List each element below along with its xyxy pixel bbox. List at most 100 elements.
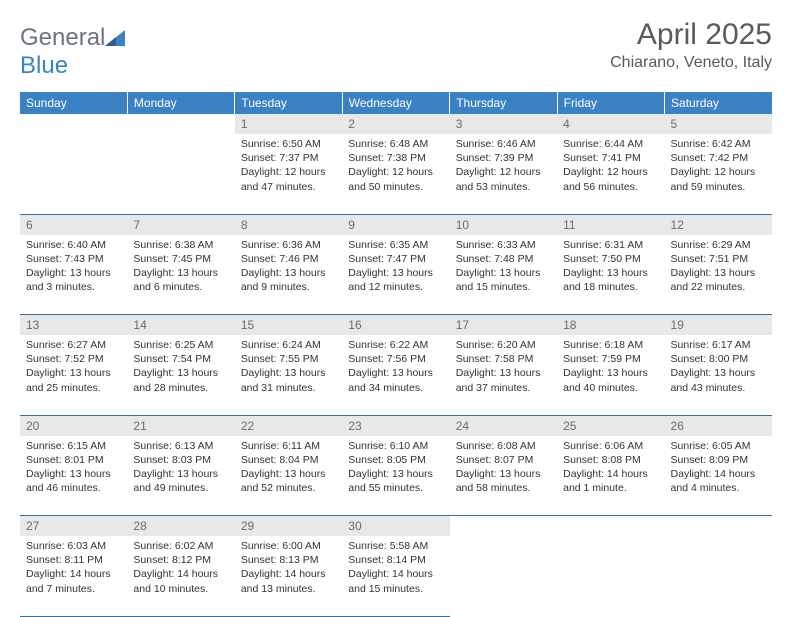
day-cell: Sunrise: 6:50 AMSunset: 7:37 PMDaylight:… [235,134,342,214]
daylight-line: Daylight: 13 hours and 3 minutes. [26,266,121,294]
sunset-line: Sunset: 8:08 PM [563,453,658,467]
logo: GeneralBlue [20,18,127,80]
sunset-line: Sunset: 7:55 PM [241,352,336,366]
day-cell: Sunrise: 6:46 AMSunset: 7:39 PMDaylight:… [450,134,557,214]
day-cell: Sunrise: 6:17 AMSunset: 8:00 PMDaylight:… [665,335,772,415]
daylight-line: Daylight: 13 hours and 37 minutes. [456,366,551,394]
sunrise-line: Sunrise: 6:38 AM [133,238,228,252]
day-number-cell: 25 [557,415,664,436]
sunset-line: Sunset: 7:37 PM [241,151,336,165]
daylight-line: Daylight: 14 hours and 7 minutes. [26,567,121,595]
sunset-line: Sunset: 7:46 PM [241,252,336,266]
sunset-line: Sunset: 7:38 PM [348,151,443,165]
day-cell-body: Sunrise: 6:15 AMSunset: 8:01 PMDaylight:… [20,436,127,502]
day-number-cell [557,516,664,537]
day-content-row: Sunrise: 6:50 AMSunset: 7:37 PMDaylight:… [20,134,772,214]
sunset-line: Sunset: 7:56 PM [348,352,443,366]
daylight-line: Daylight: 13 hours and 6 minutes. [133,266,228,294]
daylight-line: Daylight: 14 hours and 1 minute. [563,467,658,495]
day-number-cell: 9 [342,214,449,235]
sunset-line: Sunset: 7:52 PM [26,352,121,366]
day-number-cell: 28 [127,516,234,537]
day-cell-body: Sunrise: 6:50 AMSunset: 7:37 PMDaylight:… [235,134,342,200]
weekday-header: Monday [127,92,234,114]
day-number-cell: 24 [450,415,557,436]
daylight-line: Daylight: 13 hours and 49 minutes. [133,467,228,495]
day-cell-body: Sunrise: 6:24 AMSunset: 7:55 PMDaylight:… [235,335,342,401]
day-cell: Sunrise: 6:08 AMSunset: 8:07 PMDaylight:… [450,436,557,516]
day-cell-body: Sunrise: 6:44 AMSunset: 7:41 PMDaylight:… [557,134,664,200]
day-number-cell: 1 [235,114,342,134]
weekday-header-row: SundayMondayTuesdayWednesdayThursdayFrid… [20,92,772,114]
sunrise-line: Sunrise: 6:17 AM [671,338,766,352]
day-cell: Sunrise: 6:33 AMSunset: 7:48 PMDaylight:… [450,235,557,315]
daylight-line: Daylight: 13 hours and 43 minutes. [671,366,766,394]
sunrise-line: Sunrise: 6:27 AM [26,338,121,352]
day-number-cell: 5 [665,114,772,134]
day-number-cell [665,516,772,537]
daylight-line: Daylight: 12 hours and 47 minutes. [241,165,336,193]
day-number-cell: 4 [557,114,664,134]
day-number-cell: 30 [342,516,449,537]
day-cell-body: Sunrise: 6:40 AMSunset: 7:43 PMDaylight:… [20,235,127,301]
day-number-cell [20,114,127,134]
sunrise-line: Sunrise: 6:03 AM [26,539,121,553]
day-cell-body: Sunrise: 6:20 AMSunset: 7:58 PMDaylight:… [450,335,557,401]
sunrise-line: Sunrise: 6:48 AM [348,137,443,151]
day-cell: Sunrise: 6:02 AMSunset: 8:12 PMDaylight:… [127,536,234,616]
day-cell-body: Sunrise: 6:17 AMSunset: 8:00 PMDaylight:… [665,335,772,401]
sunrise-line: Sunrise: 6:08 AM [456,439,551,453]
day-number-cell [450,516,557,537]
daylight-line: Daylight: 13 hours and 12 minutes. [348,266,443,294]
sunset-line: Sunset: 7:42 PM [671,151,766,165]
location: Chiarano, Veneto, Italy [610,54,772,72]
day-cell-body: Sunrise: 6:25 AMSunset: 7:54 PMDaylight:… [127,335,234,401]
day-number-cell: 6 [20,214,127,235]
sunrise-line: Sunrise: 6:36 AM [241,238,336,252]
daylight-line: Daylight: 12 hours and 56 minutes. [563,165,658,193]
sunrise-line: Sunrise: 5:58 AM [348,539,443,553]
day-cell-body: Sunrise: 6:38 AMSunset: 7:45 PMDaylight:… [127,235,234,301]
day-cell: Sunrise: 6:10 AMSunset: 8:05 PMDaylight:… [342,436,449,516]
day-cell-body: Sunrise: 6:10 AMSunset: 8:05 PMDaylight:… [342,436,449,502]
day-cell: Sunrise: 6:44 AMSunset: 7:41 PMDaylight:… [557,134,664,214]
day-number-cell: 7 [127,214,234,235]
daylight-line: Daylight: 13 hours and 18 minutes. [563,266,658,294]
day-cell: Sunrise: 6:25 AMSunset: 7:54 PMDaylight:… [127,335,234,415]
day-cell: Sunrise: 6:29 AMSunset: 7:51 PMDaylight:… [665,235,772,315]
weekday-header: Thursday [450,92,557,114]
day-number-cell: 21 [127,415,234,436]
day-cell: Sunrise: 6:42 AMSunset: 7:42 PMDaylight:… [665,134,772,214]
sunrise-line: Sunrise: 6:00 AM [241,539,336,553]
weekday-header: Wednesday [342,92,449,114]
sunrise-line: Sunrise: 6:25 AM [133,338,228,352]
day-cell-body: Sunrise: 6:35 AMSunset: 7:47 PMDaylight:… [342,235,449,301]
month-title: April 2025 [610,18,772,52]
daylight-line: Daylight: 13 hours and 55 minutes. [348,467,443,495]
daylight-line: Daylight: 12 hours and 59 minutes. [671,165,766,193]
day-cell: Sunrise: 6:36 AMSunset: 7:46 PMDaylight:… [235,235,342,315]
sunset-line: Sunset: 7:39 PM [456,151,551,165]
weekday-header: Tuesday [235,92,342,114]
daylight-line: Daylight: 13 hours and 34 minutes. [348,366,443,394]
sunset-line: Sunset: 8:01 PM [26,453,121,467]
day-number-cell: 17 [450,315,557,336]
day-cell: Sunrise: 6:38 AMSunset: 7:45 PMDaylight:… [127,235,234,315]
day-cell: Sunrise: 5:58 AMSunset: 8:14 PMDaylight:… [342,536,449,616]
daylight-line: Daylight: 14 hours and 13 minutes. [241,567,336,595]
logo-sail-icon [103,28,127,48]
sunset-line: Sunset: 8:14 PM [348,553,443,567]
daynum-row: 6789101112 [20,214,772,235]
sunrise-line: Sunrise: 6:13 AM [133,439,228,453]
sunset-line: Sunset: 8:11 PM [26,553,121,567]
sunrise-line: Sunrise: 6:06 AM [563,439,658,453]
daylight-line: Daylight: 12 hours and 53 minutes. [456,165,551,193]
daynum-row: 20212223242526 [20,415,772,436]
day-cell: Sunrise: 6:15 AMSunset: 8:01 PMDaylight:… [20,436,127,516]
day-cell: Sunrise: 6:40 AMSunset: 7:43 PMDaylight:… [20,235,127,315]
sunset-line: Sunset: 7:54 PM [133,352,228,366]
sunrise-line: Sunrise: 6:05 AM [671,439,766,453]
daylight-line: Daylight: 13 hours and 22 minutes. [671,266,766,294]
logo-word-blue: Blue [20,52,68,79]
sunset-line: Sunset: 7:47 PM [348,252,443,266]
